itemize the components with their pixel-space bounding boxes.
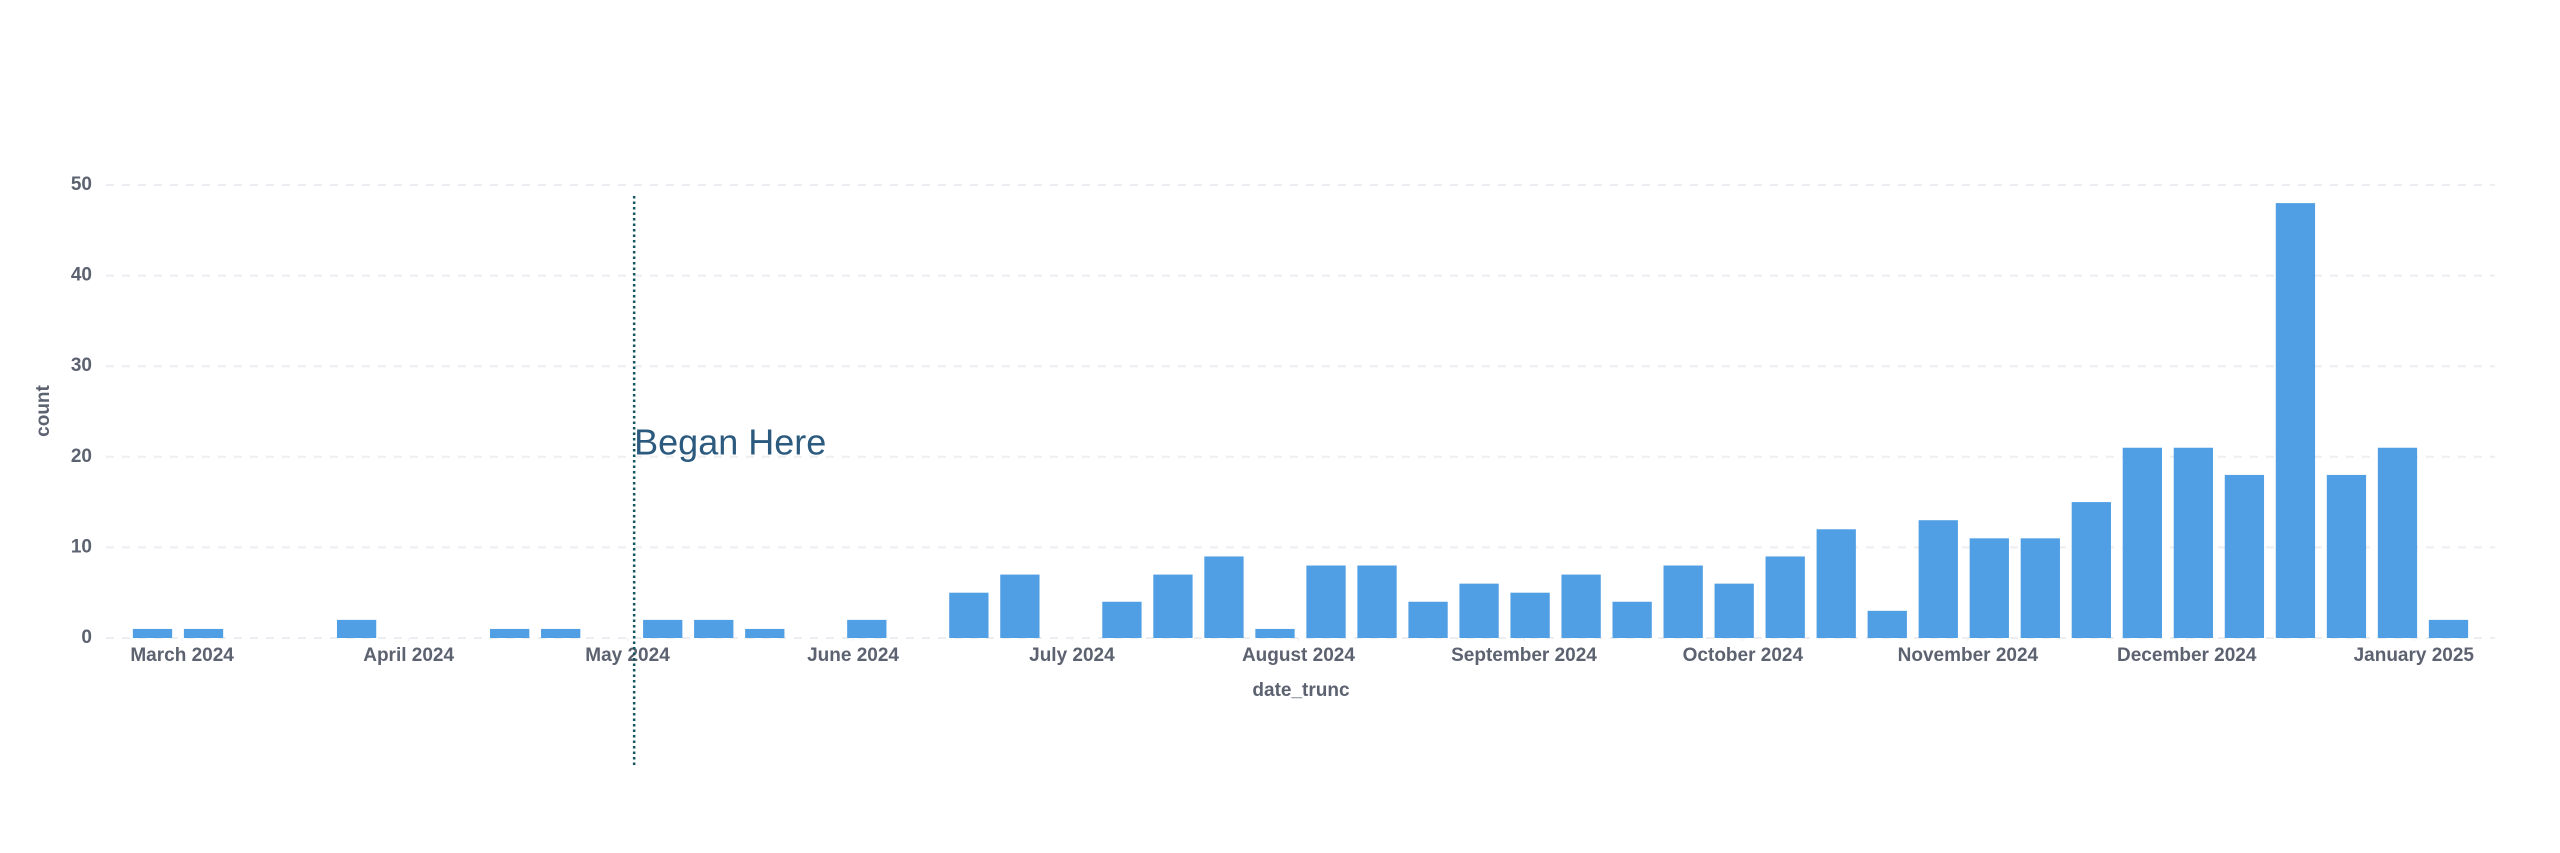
bar: [1408, 601, 1448, 638]
y-tick-label: 40: [71, 265, 92, 286]
x-tick-label: July 2024: [1029, 645, 1115, 666]
x-tick-label: April 2024: [363, 645, 454, 666]
bar: [1867, 610, 1907, 638]
bar: [2020, 538, 2060, 638]
bar: [1306, 565, 1346, 638]
bar: [490, 628, 530, 638]
bar: [2071, 502, 2111, 638]
bar: [1612, 601, 1652, 638]
bar: [1102, 601, 1142, 638]
x-tick-label: September 2024: [1451, 645, 1597, 666]
y-tick-label: 50: [71, 174, 92, 195]
bar: [1765, 556, 1805, 638]
bar: [2428, 619, 2469, 638]
bar: [1204, 556, 1244, 638]
x-tick-label: December 2024: [2117, 645, 2257, 666]
bar: [1714, 583, 1754, 638]
bar: [1561, 574, 1601, 638]
bar: [183, 628, 224, 638]
bar: [1969, 538, 2009, 638]
bar: [2377, 447, 2418, 638]
bar: [643, 619, 683, 638]
bar: [2122, 447, 2163, 638]
bar: [132, 628, 173, 638]
annotation-text: Began Here: [634, 422, 826, 463]
y-tick-label: 20: [71, 446, 92, 467]
bar: [745, 628, 785, 638]
y-axis-label: count: [33, 384, 54, 436]
y-tick-label: 10: [71, 536, 92, 557]
x-tick-label: May 2024: [585, 645, 670, 666]
bar: [336, 619, 377, 638]
bar: [2224, 474, 2265, 638]
bar: [1510, 592, 1550, 638]
bar: [1459, 583, 1499, 638]
x-tick-label: August 2024: [1242, 645, 1355, 666]
bar: [1816, 529, 1856, 638]
y-tick-label: 0: [81, 627, 92, 648]
bar: [694, 619, 734, 638]
bar: [2173, 447, 2214, 638]
bar: [1663, 565, 1703, 638]
bar: [1255, 628, 1295, 638]
bar: [1357, 565, 1397, 638]
bar: [1153, 574, 1193, 638]
x-tick-label: November 2024: [1898, 645, 2039, 666]
x-axis-label: date_trunc: [1252, 680, 1350, 701]
bar: [2326, 474, 2367, 638]
bar: [1000, 574, 1040, 638]
bar: [2275, 203, 2316, 638]
y-tick-label: 30: [71, 355, 92, 376]
bar: [949, 592, 989, 638]
x-tick-label: June 2024: [807, 645, 899, 666]
bar: [847, 619, 887, 638]
x-tick-label: January 2025: [2354, 645, 2475, 666]
bar: [541, 628, 581, 638]
x-tick-label: October 2024: [1683, 645, 1804, 666]
x-tick-label: March 2024: [130, 645, 234, 666]
bar: [1918, 520, 1958, 638]
